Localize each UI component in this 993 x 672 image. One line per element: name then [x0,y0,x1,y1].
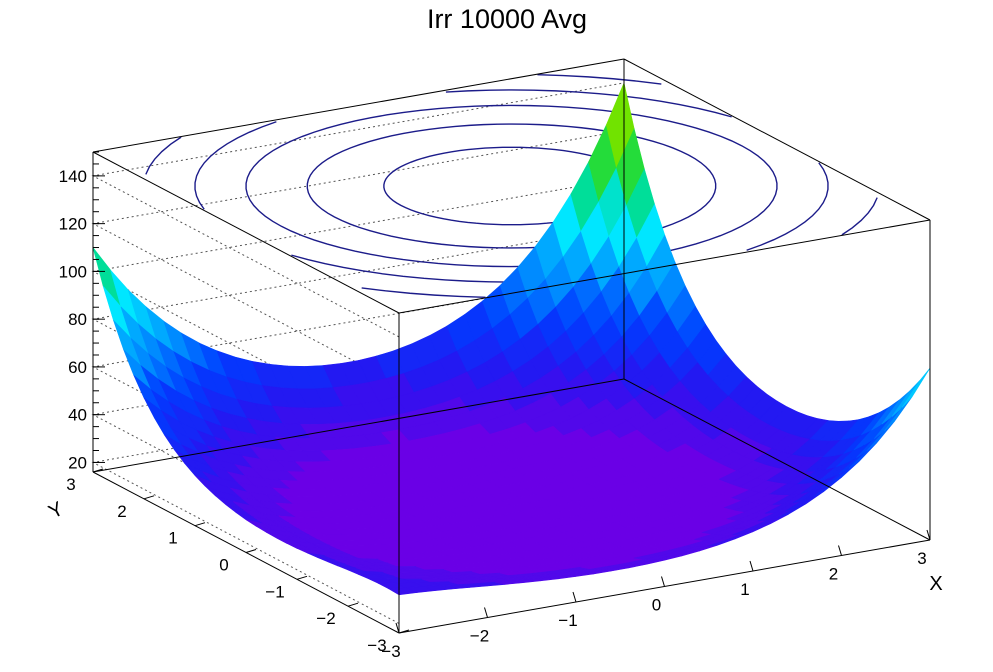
y-tick [143,495,155,500]
z-tick-label: 80 [68,310,87,329]
y-tick-label: 3 [66,475,75,494]
z-axis: 20 40 60 80 100 120 140 [59,151,105,472]
z-tick-label: 120 [59,215,87,234]
y-tick [296,575,308,580]
contour-line [145,136,182,175]
y-tick [92,468,104,473]
surface-cell [901,367,931,408]
y-tick [347,602,359,607]
chart-title: Irr 10000 Avg [427,4,587,34]
contour-line [746,162,829,251]
z-tick-label: 140 [59,167,87,186]
frame-edge [92,58,625,153]
surface-layer [92,81,931,596]
x-tick [484,607,488,618]
x-axis-label: X [929,573,942,595]
contour-line [841,197,878,236]
surface-cell [891,380,921,417]
x-tick [572,591,577,603]
y-tick-label: 0 [219,556,228,575]
y-axis-label: Y [45,498,67,524]
x-tick [749,560,754,572]
y-tick [245,549,257,553]
x-tick [926,529,931,541]
x-tick-label: −1 [558,611,577,630]
y-tick [398,629,410,634]
frame-edge [92,378,625,473]
z-tick-label: 20 [68,453,87,472]
x-tick-label: 1 [740,580,749,599]
y-tick-label: −2 [316,609,335,628]
z-tick-label: 40 [68,406,87,425]
contour-line [361,287,486,298]
x-tick [395,622,400,634]
x-tick-label: 2 [829,565,838,584]
x-tick-label: 3 [917,549,926,568]
x-tick-label: 0 [652,596,661,615]
x-tick [838,545,842,556]
frame-edge [623,378,931,541]
contour-line [445,89,732,118]
frame-edge [623,58,931,221]
x-tick [661,576,665,587]
y-tick [194,522,206,527]
contour-line [245,104,778,268]
y-tick-label: −3 [367,636,386,655]
contour-layer [145,74,878,298]
y-tick-label: 2 [117,502,126,521]
x-tick-label: −3 [381,642,400,661]
y-tick-label: 1 [168,529,177,548]
y-tick-label: −1 [265,582,284,601]
contour-line [194,121,277,210]
contour-line [537,74,662,85]
contour-line [306,123,717,249]
frame-edge [92,151,400,314]
z-tick-label: 60 [68,358,87,377]
z-tick-label: 100 [59,262,87,281]
frame-edge [398,219,931,314]
x-tick-label: −2 [470,627,489,646]
x-axis: −3 −2 −1 0 1 2 3X [381,529,943,661]
